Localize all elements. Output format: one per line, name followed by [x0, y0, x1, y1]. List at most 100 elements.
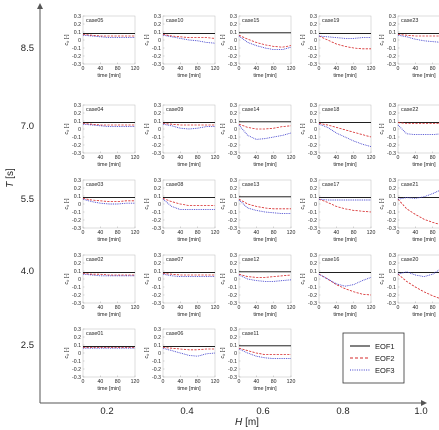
y-tick-label: 0.1: [74, 194, 81, 200]
eof2-line: [318, 273, 372, 296]
case-label: case11: [242, 331, 259, 337]
x-tick-label: 0: [82, 379, 85, 385]
x-tick-label: 0: [162, 305, 165, 311]
subplot-x-label: time [min]: [333, 312, 357, 318]
eof3-line: [397, 269, 439, 278]
eof3-line: [318, 273, 372, 287]
case-label: case09: [166, 107, 183, 113]
y-tick-label: 0.2: [389, 111, 396, 117]
y-tick-label: -0.2: [228, 54, 237, 60]
y-tick-label: -0.2: [387, 54, 396, 60]
y-tick-label: -0.2: [387, 218, 396, 224]
y-tick-label: 0.2: [230, 186, 237, 192]
y-tick-label: 0.3: [74, 103, 81, 109]
x-tick-label: 80: [271, 66, 277, 72]
x-tick-label: 120: [287, 305, 296, 311]
subplot-y-label: ck [-]: [64, 123, 70, 134]
eof3-line: [238, 124, 292, 140]
eof3-line: [318, 198, 371, 201]
big-x-axis-label: H [m]: [235, 417, 259, 428]
subplot-x-label: time [min]: [97, 386, 121, 392]
y-tick-label: 0.3: [310, 178, 317, 184]
big-x-axis-unit: [m]: [245, 417, 259, 428]
eof2-line: [162, 34, 216, 39]
big-x-tick-label: 0.2: [100, 406, 113, 417]
eof2-line: [397, 198, 439, 225]
x-tick-label: 40: [412, 66, 418, 72]
eof3-line: [82, 273, 135, 277]
subplot-y-label: ck [-]: [220, 347, 226, 358]
case-label: case07: [166, 257, 183, 263]
y-tick-label: 0.1: [230, 30, 237, 36]
big-x-tick-label: 1.0: [414, 406, 427, 417]
case-label: case20: [401, 257, 418, 263]
y-tick-label: 0.1: [154, 269, 161, 275]
y-tick-label: -0.1: [387, 46, 396, 52]
x-tick-label: 0: [162, 155, 165, 161]
big-y-tick-label: 8.5: [21, 43, 34, 54]
x-tick-label: 40: [177, 66, 183, 72]
eof2-line: [162, 273, 215, 276]
y-tick-label: 0.2: [74, 111, 81, 117]
y-tick-label: 0.3: [154, 103, 161, 109]
y-tick-label: 0: [158, 127, 161, 133]
x-tick-label: 0: [397, 66, 400, 72]
x-tick-label: 0: [397, 305, 400, 311]
y-tick-label: 0.1: [74, 119, 81, 125]
y-tick-label: 0.3: [230, 253, 237, 259]
subplot-y-label: ck [-]: [379, 198, 385, 209]
x-tick-label: 40: [97, 66, 103, 72]
legend: EOF1 EOF2 EOF3: [342, 332, 405, 384]
y-tick-label: -0.3: [152, 62, 161, 68]
eof2-line: [82, 123, 135, 126]
subplot-y-label: ck [-]: [300, 273, 306, 284]
y-tick-label: -0.2: [308, 218, 317, 224]
eof3-line: [318, 35, 371, 39]
y-tick-label: 0.1: [74, 343, 81, 349]
big-y-tick-label: 2.5: [21, 340, 34, 351]
x-tick-label: 40: [253, 379, 259, 385]
x-tick-label: 40: [253, 155, 259, 161]
x-tick-label: 80: [115, 66, 121, 72]
x-tick-label: 120: [131, 66, 140, 72]
y-tick-label: -0.3: [308, 226, 317, 232]
y-tick-label: 0: [78, 277, 81, 283]
y-tick-label: 0.3: [230, 103, 237, 109]
y-tick-label: -0.2: [308, 293, 317, 299]
eof2-line: [162, 198, 215, 207]
eof3-line: [82, 34, 135, 39]
eof2-line: [397, 34, 439, 37]
big-x-tick-label: 0.4: [180, 406, 193, 417]
y-tick-label: -0.2: [228, 218, 237, 224]
y-tick-label: -0.2: [72, 54, 81, 60]
eof2-line: [238, 123, 292, 130]
eof3-line: [82, 198, 135, 205]
x-tick-label: 80: [195, 66, 201, 72]
subplot-x-label: time [min]: [97, 312, 121, 318]
case-label: case23: [401, 18, 418, 24]
y-tick-label: -0.1: [152, 285, 161, 291]
y-tick-label: 0.2: [74, 261, 81, 267]
subplot-x-label: time [min]: [412, 312, 436, 318]
x-tick-label: 0: [162, 66, 165, 72]
case-label: case16: [322, 257, 339, 263]
x-tick-label: 40: [333, 66, 339, 72]
eof3-line: [82, 123, 135, 128]
y-tick-label: -0.3: [308, 151, 317, 157]
y-tick-label: 0.3: [154, 178, 161, 184]
y-tick-label: 0.3: [230, 14, 237, 20]
eof3-line: [162, 198, 215, 211]
y-tick-label: -0.2: [72, 367, 81, 373]
y-tick-label: -0.3: [387, 62, 396, 68]
y-tick-label: -0.1: [72, 135, 81, 141]
y-tick-label: 0.1: [154, 119, 161, 125]
big-x-tick-labels: 0.2 0.4 0.6 0.8 1.0: [100, 406, 427, 417]
y-tick-label: 0: [393, 38, 396, 44]
x-tick-label: 120: [287, 379, 296, 385]
